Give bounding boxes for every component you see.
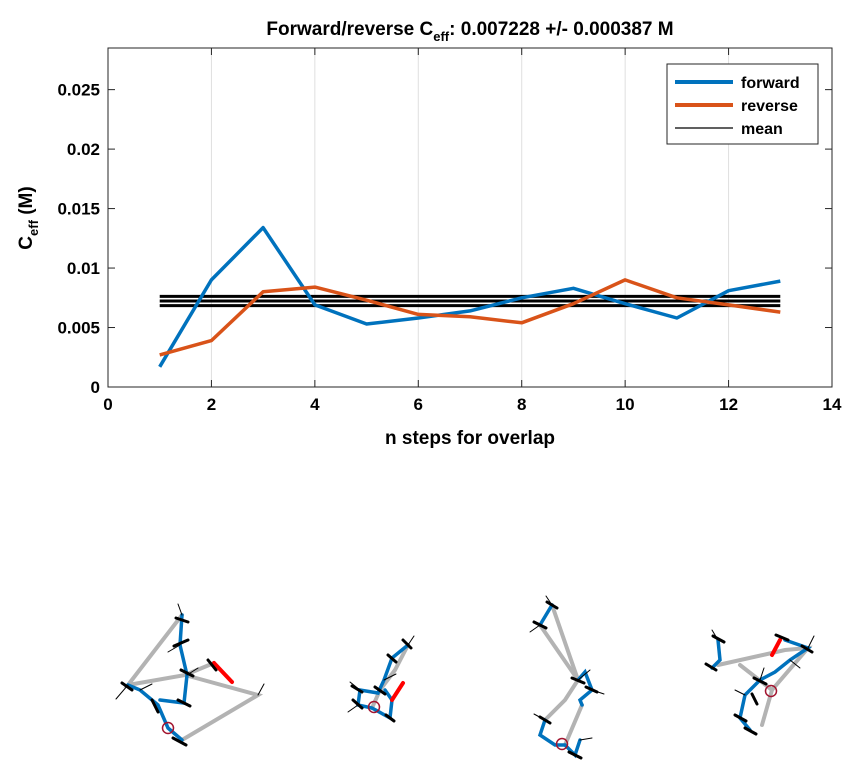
y-tick-label: 0.005: [57, 319, 100, 338]
y-axis-label-rest: (M): [16, 186, 37, 220]
series-line-reverse: [159, 278, 781, 357]
molecule-structure-3-icon: [529, 595, 605, 760]
chart-title-subscript: eff: [433, 29, 450, 44]
y-tick-label: 0.015: [57, 200, 100, 219]
molecule-structure-2-icon: [347, 635, 415, 723]
x-tick-label: 8: [517, 395, 526, 414]
series-layer: [158, 225, 781, 368]
legend-label-forward: forward: [741, 75, 800, 92]
x-axis-label: n steps for overlap: [385, 428, 555, 449]
y-tick-label: 0.01: [67, 259, 100, 278]
series-line-forward: [158, 225, 781, 368]
legend: forward reverse mean: [666, 63, 819, 145]
molecule-structure-4-icon: [704, 629, 815, 736]
grid-layer: [210, 48, 730, 387]
y-tick-label: 0.025: [57, 81, 100, 100]
x-tick-label: 2: [207, 395, 216, 414]
x-tick-label: 4: [310, 395, 320, 414]
y-tick-label: 0.02: [67, 140, 100, 159]
legend-label-reverse: reverse: [741, 98, 798, 115]
y-tick-label: 0: [91, 378, 100, 397]
chart-title: Forward/reverse Ceff: 0.007228 +/- 0.000…: [266, 19, 673, 44]
x-tick-label: 10: [616, 395, 635, 414]
x-tick-label: 14: [823, 395, 842, 414]
x-tick-label: 12: [719, 395, 738, 414]
legend-label-mean: mean: [741, 121, 783, 138]
axes-box: [107, 47, 833, 388]
y-axis-label: Ceff (M): [16, 186, 41, 249]
chart-title-main: Forward/reverse C: [266, 19, 433, 40]
x-tick-label: 0: [103, 395, 112, 414]
x-tick-label: 6: [414, 395, 423, 414]
tick-layer: 0 2 4 6 8 10 12 14 0 0.005 0.01 0.015 0.02 0.025: [57, 48, 842, 414]
molecule-structure-1-icon: [115, 603, 265, 747]
y-axis-label-subscript: eff: [26, 219, 41, 236]
y-axis-label-main: C: [16, 236, 37, 250]
chart-title-rest: : 0.007228 +/- 0.000387 M: [449, 19, 673, 40]
